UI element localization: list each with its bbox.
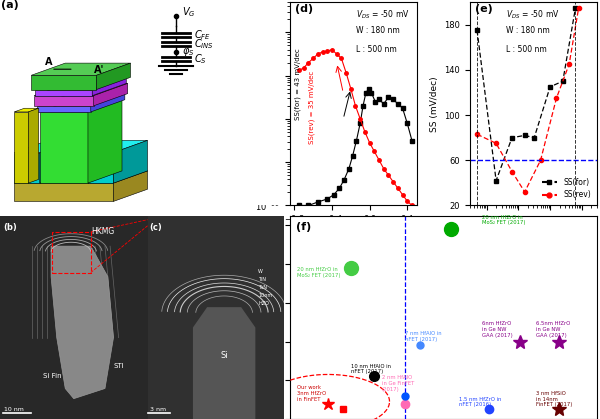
Text: A': A' bbox=[94, 65, 104, 75]
Polygon shape bbox=[97, 63, 131, 90]
Polygon shape bbox=[88, 140, 148, 153]
Polygon shape bbox=[35, 90, 92, 96]
Polygon shape bbox=[88, 100, 122, 183]
Text: W: W bbox=[258, 269, 263, 274]
Text: (a): (a) bbox=[1, 0, 19, 10]
Polygon shape bbox=[91, 93, 125, 112]
Text: $C_S$: $C_S$ bbox=[194, 52, 207, 66]
Text: (b): (b) bbox=[3, 223, 17, 232]
Text: Si Fin: Si Fin bbox=[43, 373, 61, 379]
Text: $V_{DS}$ = -50 mV: $V_{DS}$ = -50 mV bbox=[506, 8, 559, 21]
Polygon shape bbox=[40, 100, 122, 112]
Polygon shape bbox=[31, 63, 131, 75]
Text: $\varphi_S$: $\varphi_S$ bbox=[182, 46, 194, 58]
Polygon shape bbox=[37, 106, 91, 112]
Text: HZO: HZO bbox=[258, 301, 269, 306]
Text: 7 nm HfAlO in
nFET (2017): 7 nm HfAlO in nFET (2017) bbox=[405, 331, 442, 341]
Polygon shape bbox=[113, 171, 148, 202]
Text: Our work
3nm HfZrO
in FinFET: Our work 3nm HfZrO in FinFET bbox=[298, 385, 326, 401]
Text: 3 nm HfSiO
in 14nm
FinFET (2017): 3 nm HfSiO in 14nm FinFET (2017) bbox=[536, 391, 572, 407]
Text: $C_{INS}$: $C_{INS}$ bbox=[194, 37, 214, 51]
Polygon shape bbox=[34, 83, 128, 96]
Polygon shape bbox=[40, 112, 88, 183]
Y-axis label: SS (mV/dec): SS (mV/dec) bbox=[430, 76, 439, 132]
Text: (d): (d) bbox=[295, 4, 313, 14]
Text: 10 nm: 10 nm bbox=[4, 407, 24, 412]
Text: $C_{FE}$: $C_{FE}$ bbox=[194, 28, 211, 41]
Legend: SS(for), SS(rev): SS(for), SS(rev) bbox=[539, 175, 593, 202]
Text: 6.5nm HfZrO
in Ge NW
GAA (2017): 6.5nm HfZrO in Ge NW GAA (2017) bbox=[536, 321, 570, 338]
Polygon shape bbox=[14, 153, 40, 183]
Text: 10 nm HfAlO in
nFET (2017): 10 nm HfAlO in nFET (2017) bbox=[351, 364, 391, 375]
Polygon shape bbox=[51, 246, 113, 398]
Text: 20 nm HfZrO in
MoS₂ FET (2017): 20 nm HfZrO in MoS₂ FET (2017) bbox=[482, 215, 525, 225]
Text: SS(rev) = 35 mV/dec: SS(rev) = 35 mV/dec bbox=[308, 71, 315, 145]
Polygon shape bbox=[193, 307, 256, 419]
Text: W : 180 nm: W : 180 nm bbox=[506, 26, 550, 36]
Polygon shape bbox=[37, 93, 125, 106]
Polygon shape bbox=[14, 108, 38, 112]
Text: SS(for) = 43 mV/dec: SS(for) = 43 mV/dec bbox=[295, 48, 301, 120]
Polygon shape bbox=[35, 78, 126, 90]
Y-axis label: Hysteresis (mV): Hysteresis (mV) bbox=[250, 282, 259, 353]
Text: $V_G$: $V_G$ bbox=[182, 5, 195, 19]
Text: 1.5 nm HfZrO in
nFET (2016): 1.5 nm HfZrO in nFET (2016) bbox=[458, 396, 501, 407]
Polygon shape bbox=[94, 83, 128, 106]
Text: L : 500 nm: L : 500 nm bbox=[506, 45, 547, 54]
Y-axis label: Drain Current (A): Drain Current (A) bbox=[241, 65, 250, 142]
Text: W : 180 nm: W : 180 nm bbox=[356, 26, 400, 36]
Polygon shape bbox=[14, 140, 74, 153]
Polygon shape bbox=[28, 108, 38, 183]
Text: L : 500 nm: L : 500 nm bbox=[356, 45, 397, 54]
Polygon shape bbox=[148, 216, 284, 419]
Text: 2 nm HfAlO
in Ge FinFET
(2017): 2 nm HfAlO in Ge FinFET (2017) bbox=[382, 375, 414, 392]
Polygon shape bbox=[0, 216, 148, 419]
Polygon shape bbox=[14, 171, 148, 183]
Text: HKMG: HKMG bbox=[91, 227, 114, 236]
Text: Si: Si bbox=[220, 351, 228, 360]
Text: TiN: TiN bbox=[258, 277, 266, 282]
Text: TaN: TaN bbox=[258, 285, 267, 290]
Text: (c): (c) bbox=[149, 223, 162, 232]
Polygon shape bbox=[14, 112, 28, 183]
Text: $V_{DS}$ = -50 mV: $V_{DS}$ = -50 mV bbox=[356, 8, 409, 21]
Polygon shape bbox=[113, 140, 148, 183]
Text: 6nm HfZrO
in Ge NW
GAA (2017): 6nm HfZrO in Ge NW GAA (2017) bbox=[482, 321, 512, 338]
Polygon shape bbox=[34, 96, 94, 106]
X-axis label: Drain Current (A): Drain Current (A) bbox=[495, 233, 572, 242]
Text: (f): (f) bbox=[296, 222, 311, 232]
Polygon shape bbox=[92, 78, 126, 96]
Text: A: A bbox=[44, 57, 52, 67]
Polygon shape bbox=[88, 153, 113, 183]
Polygon shape bbox=[31, 75, 97, 90]
Polygon shape bbox=[40, 140, 74, 183]
Text: 20 nm HfZrO in
MoS₂ FET (2017): 20 nm HfZrO in MoS₂ FET (2017) bbox=[298, 267, 341, 278]
Text: 3 nm: 3 nm bbox=[151, 407, 166, 412]
Text: 10nm: 10nm bbox=[258, 293, 272, 298]
Text: (e): (e) bbox=[475, 4, 493, 14]
Polygon shape bbox=[14, 183, 113, 202]
X-axis label: Gate Voltage (V): Gate Voltage (V) bbox=[316, 230, 391, 239]
Text: STI: STI bbox=[113, 363, 124, 369]
